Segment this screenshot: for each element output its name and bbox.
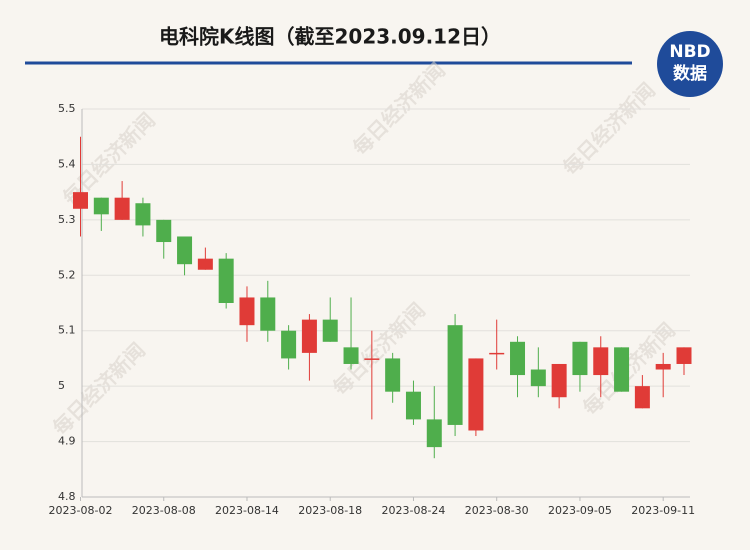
candle-body: [530, 369, 546, 387]
candle-body: [447, 325, 463, 425]
candle-body: [614, 347, 630, 392]
candle-body: [634, 386, 650, 409]
y-tick-label: 5.1: [58, 324, 76, 337]
y-tick-label: 5.5: [58, 102, 76, 115]
x-tick-label: 2023-08-24: [381, 504, 445, 517]
candle-body: [301, 319, 317, 353]
y-tick-label: 5.4: [58, 157, 76, 170]
candle-body: [114, 197, 130, 220]
x-tick-label: 2023-08-08: [132, 504, 196, 517]
candle-body: [281, 330, 297, 359]
candle-body: [405, 391, 421, 420]
candle-body: [510, 341, 526, 376]
candle-body: [593, 347, 609, 376]
candle-body: [468, 358, 484, 431]
candle-body: [197, 258, 213, 270]
candle-body: [135, 203, 151, 226]
chart-title: 电科院K线图（截至2023.09.12日）: [159, 25, 501, 49]
x-tick-label: 2023-09-11: [631, 504, 695, 517]
candle-body: [385, 358, 401, 392]
logo-top: NBD: [669, 42, 710, 62]
candle-body: [343, 347, 359, 364]
x-tick-label: 2023-08-30: [465, 504, 529, 517]
candle-body: [364, 358, 380, 360]
candle-body: [239, 297, 255, 326]
candle-body: [177, 236, 193, 265]
candle-body: [655, 363, 671, 370]
x-tick-label: 2023-09-05: [548, 504, 612, 517]
watermark: 每日经济新闻: [328, 298, 430, 400]
candle-body: [260, 297, 276, 331]
candle-body: [93, 197, 109, 215]
logo-bottom: 数据: [673, 63, 707, 84]
x-tick-label: 2023-08-02: [49, 504, 113, 517]
candle-body: [73, 192, 88, 209]
candle-body: [489, 352, 505, 355]
x-tick-label: 2023-08-14: [215, 504, 279, 517]
candle-body: [676, 347, 692, 364]
y-tick-label: 5.2: [58, 268, 76, 281]
y-tick-label: 5.3: [58, 213, 76, 226]
candle-body: [156, 219, 172, 243]
candle-body: [218, 258, 234, 303]
candle-body: [572, 341, 588, 376]
candle-body: [426, 419, 442, 448]
logo: NBD 数据: [657, 31, 723, 97]
x-tick-label: 2023-08-18: [298, 504, 362, 517]
y-tick-label: 4.9: [58, 435, 76, 448]
y-tick-label: 4.8: [58, 490, 76, 503]
watermarks: 每日经济新闻 每日经济新闻 每日经济新闻 每日经济新闻 每日经济新闻 每日经济新…: [48, 58, 680, 440]
y-tick-label: 5: [58, 379, 65, 392]
logo-circle: [657, 31, 723, 97]
candle-body: [551, 363, 567, 398]
candle-body: [322, 319, 338, 342]
